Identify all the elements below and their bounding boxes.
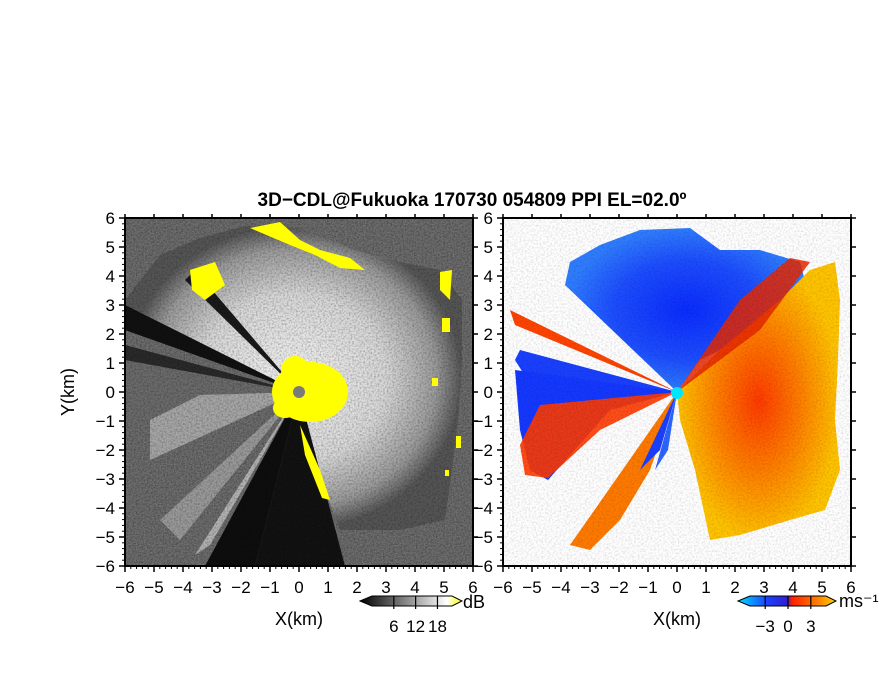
y-tick-label: −5 [96,528,115,547]
x-tick-label: −1 [638,578,657,597]
reflectivity-image [125,218,473,566]
y-tick-label: 5 [106,238,115,257]
velocity-x-label: X(km) [653,609,701,629]
x-tick-label: 3 [381,578,390,597]
velocity-image [503,218,851,566]
velocity-colorbar-unit: ms⁻¹ [839,591,879,611]
velocity-ticks [497,214,856,572]
x-tick-label: −1 [260,578,279,597]
y-tick-label: 1 [484,354,493,373]
figure-title: 3D−CDL@Fukuoka 170730 054809 PPI EL=02.0… [258,190,687,211]
y-tick-label: −5 [474,528,493,547]
y-tick-label: 0 [484,383,493,402]
radar-center-marker [293,386,305,398]
y-tick-label: −2 [474,441,493,460]
y-tick-label: −6 [474,557,493,576]
y-tick-label: −3 [474,470,493,489]
y-tick-label: −6 [96,557,115,576]
y-tick-label: 1 [106,354,115,373]
colorbar-tick-label: 3 [806,617,815,636]
y-tick-label: −3 [96,470,115,489]
y-tick-label: 4 [106,267,115,286]
x-tick-label: −3 [202,578,221,597]
x-tick-label: 0 [672,578,681,597]
x-tick-label: −5 [522,578,541,597]
x-tick-label: −4 [551,578,570,597]
reflectivity-y-label: Y(km) [58,368,78,416]
x-tick-label: 5 [817,578,826,597]
x-tick-label: 6 [468,578,477,597]
reflectivity-colorbar: 6 12 18 dB [358,592,485,636]
x-tick-label: 0 [294,578,303,597]
x-tick-label: −6 [493,578,512,597]
x-tick-label: −6 [115,578,134,597]
reflectivity-panel: −6 −5 −4 −3 −2 −1 0 1 2 3 4 5 6 6 5 4 3 2 1 0 −1 −2 −3 −4 −5 −6 X… [58,209,478,629]
y-tick-label: 6 [106,209,115,228]
reflectivity-ticks [119,214,478,572]
velocity-center-marker [671,387,683,399]
x-tick-label: 4 [410,578,419,597]
y-tick-label: 2 [106,325,115,344]
y-tick-label: 0 [106,383,115,402]
y-tick-label: 6 [484,209,493,228]
y-tick-label: 4 [484,267,493,286]
x-tick-label: −2 [231,578,250,597]
reflectivity-tick-labels: −6 −5 −4 −3 −2 −1 0 1 2 3 4 5 6 6 5 4 3 2 1 0 −1 −2 −3 −4 −5 −6 [96,209,478,597]
y-tick-label: −1 [96,412,115,431]
y-tick-label: −2 [96,441,115,460]
x-tick-label: −5 [144,578,163,597]
x-tick-label: −3 [580,578,599,597]
y-tick-label: 3 [484,296,493,315]
x-tick-label: 1 [701,578,710,597]
x-tick-label: −4 [173,578,192,597]
reflectivity-x-label: X(km) [275,609,323,629]
colorbar-tick-label: 18 [428,617,447,636]
x-tick-label: −2 [609,578,628,597]
velocity-tick-labels: −6 −5 −4 −3 −2 −1 0 1 2 3 4 5 6 6 5 4 3 2 1 0 −1 −2 −3 −4 −5 −6 [474,209,856,597]
x-tick-label: 2 [730,578,739,597]
y-tick-label: −4 [96,499,115,518]
x-tick-label: 4 [788,578,797,597]
x-tick-label: 3 [759,578,768,597]
y-tick-label: −4 [474,499,493,518]
x-tick-label: 6 [846,578,855,597]
velocity-colorbar: −3 0 3 ms⁻¹ [736,591,879,636]
colorbar-tick-label: 12 [406,617,425,636]
x-tick-label: 5 [439,578,448,597]
x-tick-label: 2 [352,578,361,597]
x-tick-label: 1 [323,578,332,597]
y-tick-label: 3 [106,296,115,315]
y-tick-label: −1 [474,412,493,431]
reflectivity-colorbar-unit: dB [463,592,485,612]
colorbar-tick-label: 0 [783,617,792,636]
velocity-panel: −6 −5 −4 −3 −2 −1 0 1 2 3 4 5 6 6 5 4 3 2 1 0 −1 −2 −3 −4 −5 −6 X… [474,209,856,629]
reflectivity-strong-echo [190,222,461,500]
y-tick-label: 5 [484,238,493,257]
y-tick-label: 2 [484,325,493,344]
colorbar-tick-label: −3 [756,617,775,636]
colorbar-tick-label: 6 [389,617,398,636]
